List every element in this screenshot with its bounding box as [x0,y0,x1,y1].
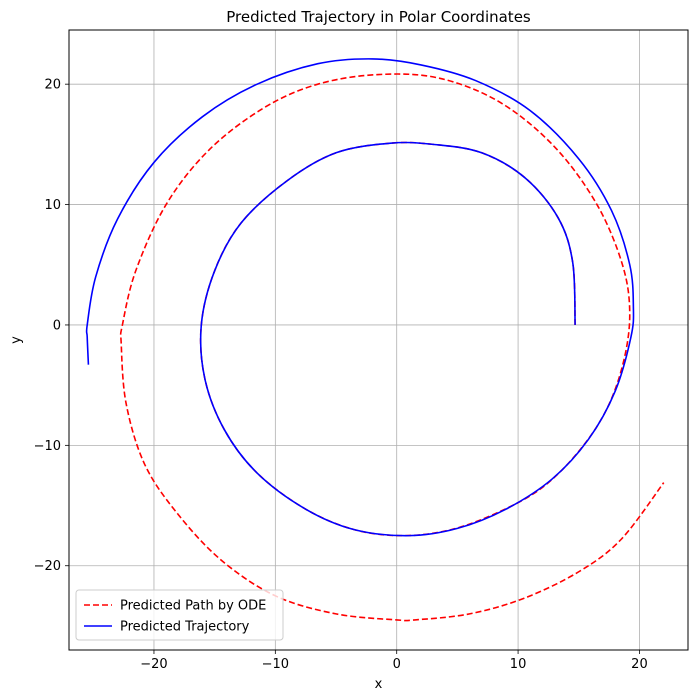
y-tick-label: −10 [34,439,61,454]
x-tick-label: −20 [140,657,167,672]
legend-label-trajectory: Predicted Trajectory [120,620,250,635]
y-tick-label: 0 [53,318,61,333]
y-tick-label: 20 [44,78,61,93]
legend-label-ode: Predicted Path by ODE [120,599,266,614]
series-line-trajectory [85,58,635,537]
series-line-ode [119,73,665,622]
chart-title: Predicted Trajectory in Polar Coordinate… [226,8,531,26]
x-tick-label: −10 [262,657,289,672]
legend: Predicted Path by ODE Predicted Trajecto… [75,589,284,641]
series-lines [85,58,665,622]
plot-frame [68,29,689,651]
y-tick-label: −20 [34,559,61,574]
x-tick-label: 20 [631,657,648,672]
x-tick-label: 0 [393,657,401,672]
x-tick-label: 10 [510,657,527,672]
axis-ticks: −20 −10 0 10 20 −20 −10 0 10 20 [34,78,648,672]
y-tick-label: 10 [44,198,61,213]
legend-box [75,589,284,641]
x-axis-label: x [375,677,383,692]
y-axis-label: y [9,336,24,344]
